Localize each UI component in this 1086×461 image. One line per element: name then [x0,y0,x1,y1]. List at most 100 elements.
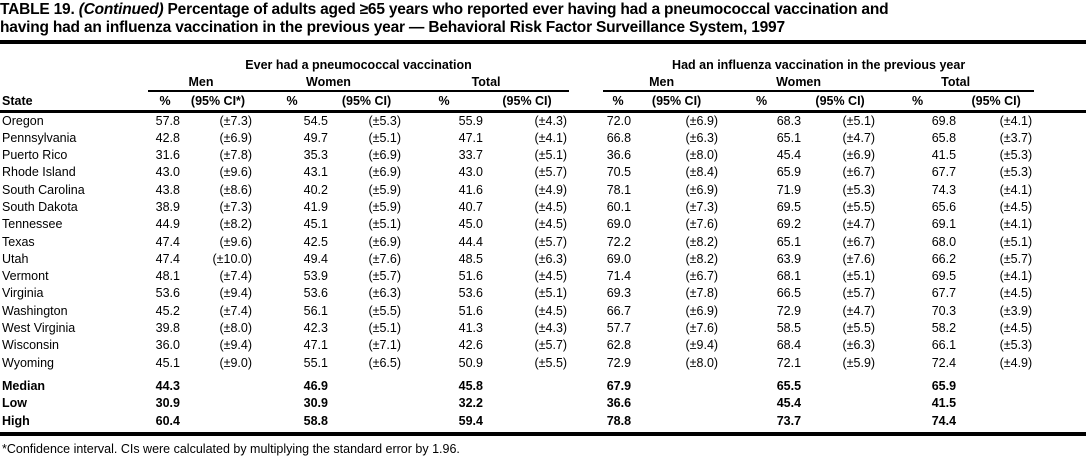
percent-value: 36.6 [606,148,632,163]
ci-value: (±5.9) [368,182,401,197]
row-spacer [1034,164,1086,181]
ci-value: (±4.5) [999,286,1033,301]
row-spacer [1034,285,1086,302]
percent-value: 54.5 [303,113,328,128]
percent-value: 38.9 [155,199,180,214]
ci-value: (±5.1) [842,269,876,284]
percent-value: 44.4 [458,234,483,249]
percent-value: 69.8 [931,113,957,128]
table-row: Washington 45.2 (±7.4) 56.1 (±5.5) 51.6 (±4.5)… [0,303,1086,320]
ci-value: (±6.9) [685,303,719,318]
row-spacer [1034,111,1086,130]
percent-value: 59.4 [458,413,483,428]
column-gap [569,413,603,430]
ci-value: (±4.9) [999,355,1033,370]
percent-value: 42.8 [155,130,180,145]
ci-value: (±6.5) [368,355,401,370]
ci-value: (±4.5) [999,321,1033,336]
ci-value: (±7.6) [685,321,719,336]
ci-value: (±6.7) [842,234,876,249]
ci-value: (±6.9) [842,148,876,163]
percent-value: 36.6 [606,396,632,411]
row-spacer [1034,378,1086,395]
state-name: Washington [2,303,68,318]
ci-value: (±8.0) [219,321,252,336]
percent-value: 66.8 [606,130,632,145]
percent-value: 49.4 [303,251,328,266]
column-gap [569,216,603,233]
row-spacer [1034,199,1086,216]
percent-value: 43.1 [303,165,328,180]
ci-value: (±6.9) [368,148,401,163]
column-gap [569,182,603,199]
footnote: *Confidence interval. CIs were calculate… [2,441,460,456]
ci-value: (±4.7) [842,303,876,318]
ci-value: (±5.3) [842,182,876,197]
ci-value: (±3.9) [999,303,1033,318]
percent-value: 45.0 [458,217,483,232]
row-spacer [1034,182,1086,199]
percent-value: 63.9 [776,251,802,266]
state-name: Vermont [2,269,49,284]
percent-value: 53.6 [155,286,180,301]
percent-value: 51.6 [458,303,483,318]
percent-value: 56.1 [303,303,328,318]
colhead-gap [569,91,604,113]
ci-value: (±5.1) [534,286,568,301]
ci-value: (±5.9) [368,199,401,214]
ci-value [330,413,403,430]
percent-value: 68.0 [931,234,957,249]
table-row: Rhode Island 43.0 (±9.6) 43.1 (±6.9) 43.0 (±5.… [0,164,1086,181]
percent-value: 30.9 [155,396,180,411]
ci-value: (±5.1) [368,321,401,336]
percent-value: 51.6 [458,269,483,284]
percent-value: 32.2 [458,396,483,411]
percent-value: 69.0 [606,251,632,266]
percent-value: 44.3 [155,378,180,393]
pneumo-men-ci-header: (95% CI*) [182,91,254,113]
ci-value: (±7.3) [219,199,252,214]
column-gap [569,355,603,372]
percent-value: 30.9 [303,396,328,411]
percent-value: 45.2 [155,303,180,318]
ci-value: (±7.6) [842,251,876,266]
percent-value: 57.8 [155,113,180,128]
table-row: South Dakota 38.9 (±7.3) 41.9 (±5.9) 40.7 (±4.… [0,199,1086,216]
percent-value: 47.4 [155,251,180,266]
state-name: South Carolina [2,182,85,197]
state-column-header: State [0,91,148,113]
percent-value: 68.4 [776,338,802,353]
ci-value: (±4.3) [534,321,568,336]
column-gap [569,320,603,337]
ci-value: (±7.1) [368,338,401,353]
percent-value: 66.2 [931,251,957,266]
percent-value: 44.9 [155,217,180,232]
group-state-spacer [0,74,148,91]
percent-value: 42.5 [303,234,328,249]
column-gap [569,199,603,216]
percent-value: 45.4 [776,396,802,411]
percent-value: 41.5 [931,148,957,163]
ci-value: (±4.1) [999,113,1033,128]
ci-value: (±5.7) [534,234,568,249]
row-spacer [1034,216,1086,233]
summary-row: High 60.4 58.8 59.4 78.8 73.7 74.4 [0,413,1086,430]
table-row: Vermont 48.1 (±7.4) 53.9 (±5.7) 51.6 (±4.5) 71.… [0,268,1086,285]
table-row: Utah 47.4 (±10.0) 49.4 (±7.6) 48.5 (±6.3) 69.0 (… [0,251,1086,268]
summary-row: Median 44.3 46.9 45.8 67.9 65.5 65.9 [0,378,1086,395]
ci-value: (±4.3) [534,113,568,128]
summary-label: Median [2,378,46,393]
ci-value: (±7.8) [685,286,719,301]
ci-value: (±9.4) [219,338,252,353]
percent-value: 46.9 [303,378,328,393]
percent-value: 72.1 [776,355,802,370]
percent-value: 57.7 [606,321,632,336]
ci-value [633,413,720,430]
ci-value: (±9.0) [219,355,252,370]
state-name: Tennessee [2,217,63,232]
ci-value: (±5.7) [842,286,876,301]
row-spacer [1034,251,1086,268]
pneumo-total-ci-header: (95% CI) [485,91,570,113]
section-spanner-row: Ever had a pneumococcal vaccination Had … [0,44,1086,74]
percent-value: 58.2 [931,321,957,336]
